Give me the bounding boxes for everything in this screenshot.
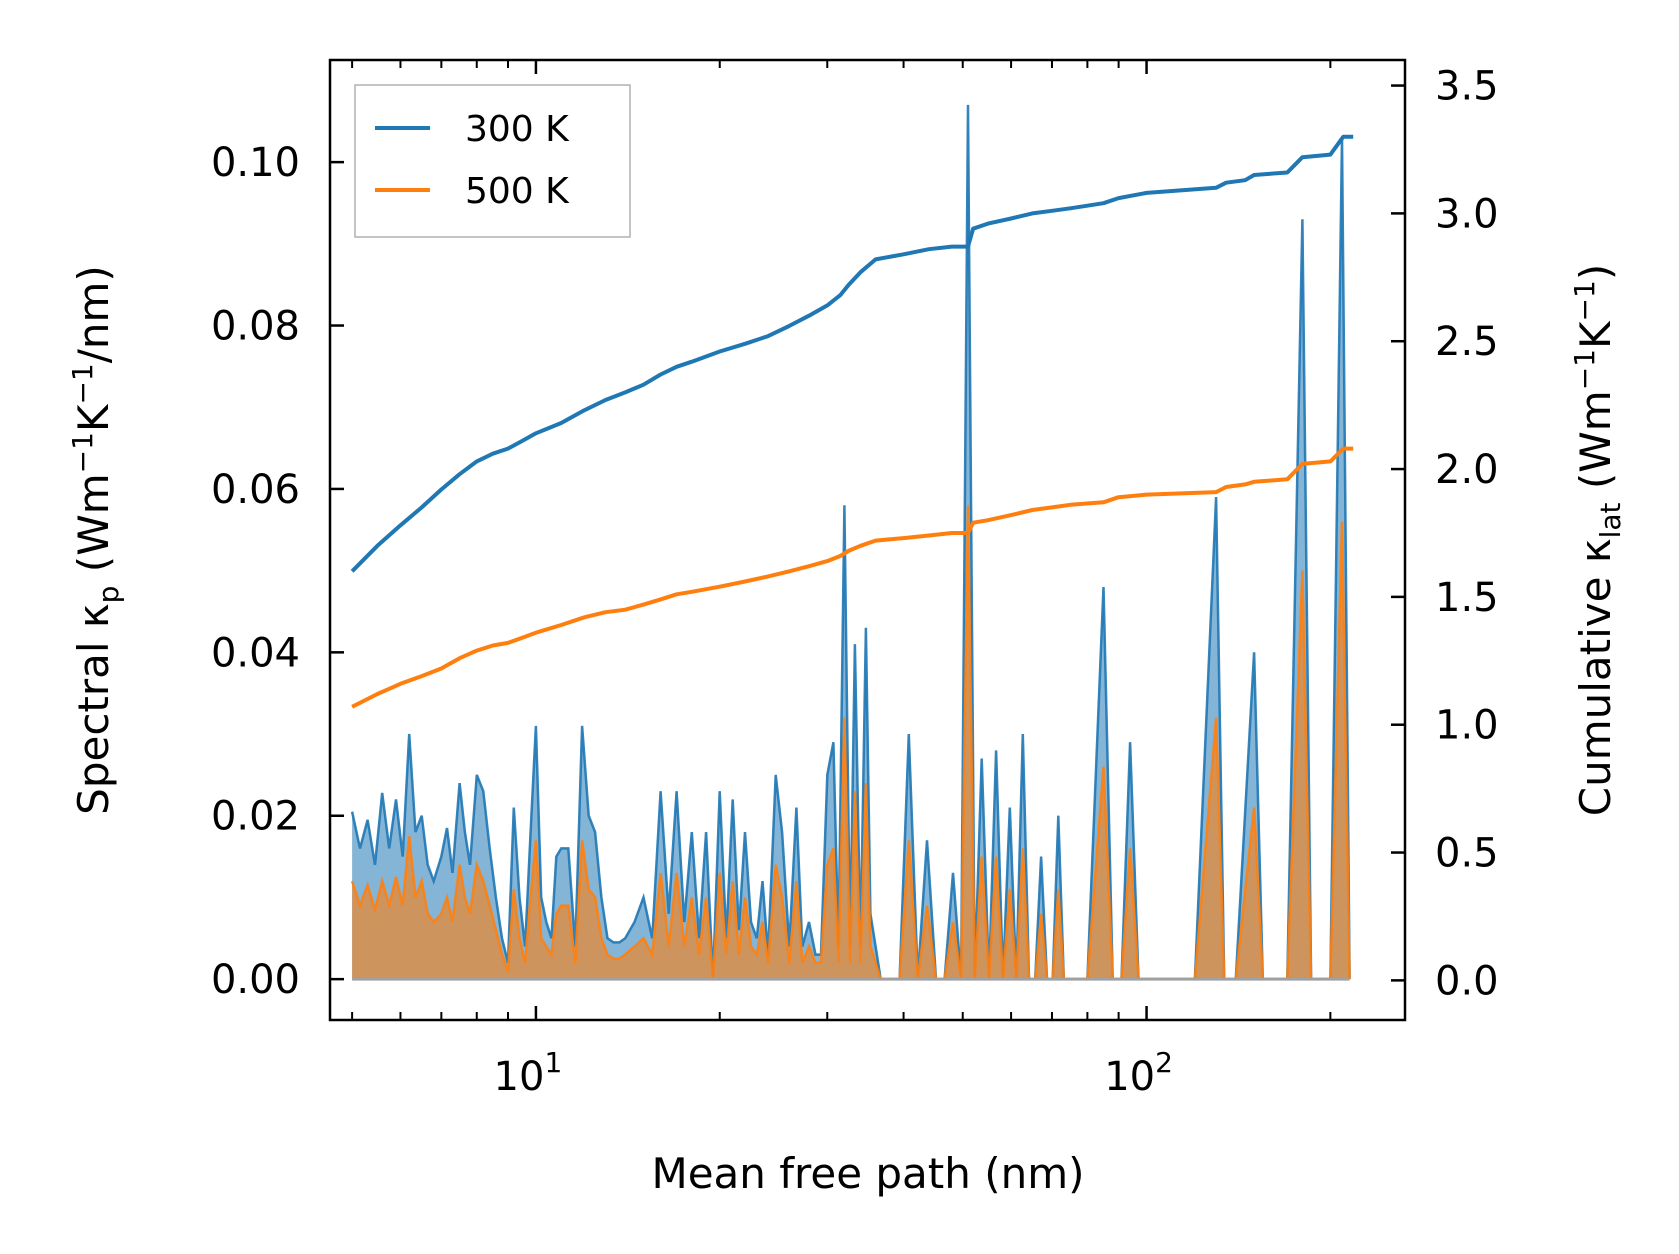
y-right-tick-label-1.5: 1.5 xyxy=(1435,575,1499,621)
y-right-tick-label-3.5: 3.5 xyxy=(1435,64,1499,110)
x-tick-label-100: 102 xyxy=(1104,1046,1173,1100)
y-right-tick-label-2.5: 2.5 xyxy=(1435,319,1499,365)
y-left-tick-label-0.10: 0.10 xyxy=(211,140,300,186)
y-right-tick-label-0.5: 0.5 xyxy=(1435,831,1499,877)
y-left-tick-label-0.02: 0.02 xyxy=(211,794,300,840)
y-right-tick-label-2.0: 2.0 xyxy=(1435,447,1499,493)
legend-label-300k: 300 K xyxy=(465,109,570,150)
y-left-tick-label-0.08: 0.08 xyxy=(211,304,300,350)
y-right-tick-label-0.0: 0.0 xyxy=(1435,958,1499,1004)
y-left-tick-label-0.04: 0.04 xyxy=(211,630,300,676)
spectral-line-500k xyxy=(350,505,1351,981)
y-left-tick-label-0.00: 0.00 xyxy=(211,957,300,1003)
axes-frame xyxy=(328,58,1407,1022)
axis-ticks: 0.00 0.02 0.04 0.06 0.08 0.10 0.0 0.5 1.0 1.5 2.0 2… xyxy=(211,60,1499,1100)
x-axis-title: Mean free path (nm) xyxy=(651,1149,1084,1198)
y-axis-title-left: Spectral κp (Wm−1K−1/nm) xyxy=(66,265,125,815)
y-right-tick-label-1.0: 1.0 xyxy=(1435,703,1499,749)
y-left-tick-label-0.06: 0.06 xyxy=(211,467,300,513)
y-right-tick-label-3.0: 3.0 xyxy=(1435,191,1499,237)
legend-box xyxy=(354,84,631,238)
cumulative-line-500k xyxy=(351,446,1354,709)
x-tick-label-10: 101 xyxy=(494,1046,563,1100)
plot-area xyxy=(350,104,1354,981)
legend: 300 K 500 K xyxy=(354,84,631,238)
y-axis-title-right: Cumulative κlat (Wm−1K−1) xyxy=(1568,264,1627,816)
cumulative-line-300k xyxy=(350,134,1354,573)
plot-frame xyxy=(328,58,1407,1022)
spectral-area-300k xyxy=(352,104,1350,980)
legend-label-500k: 500 K xyxy=(465,171,570,212)
spectral-area-500k xyxy=(352,505,1350,980)
